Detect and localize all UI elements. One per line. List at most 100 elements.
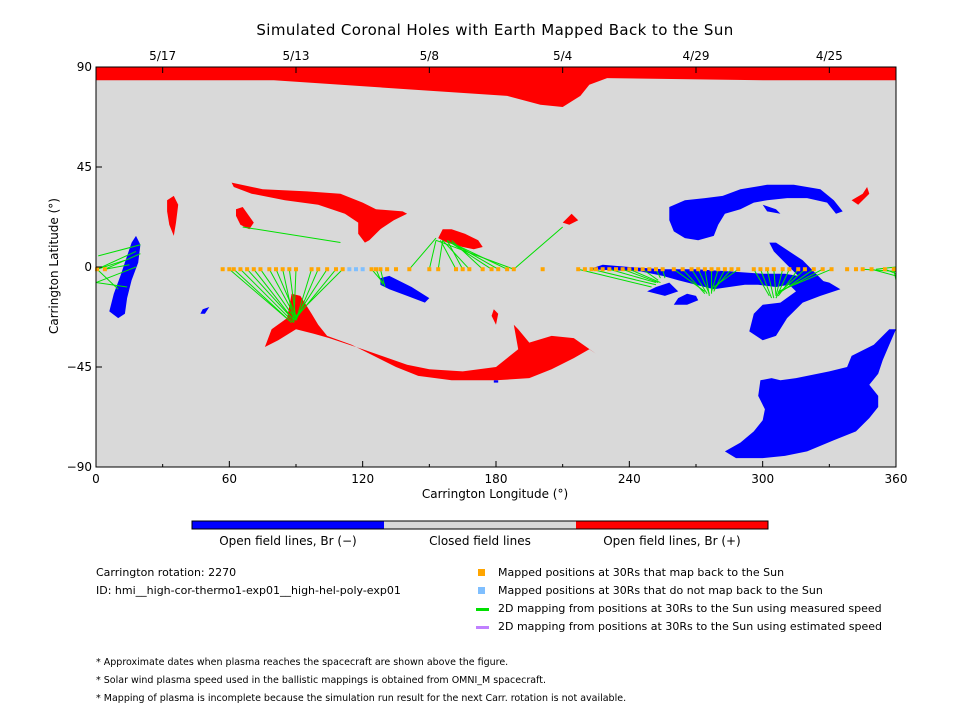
coronal-hole-positive-6 (264, 293, 596, 381)
x-tick-label-4: 240 (617, 472, 641, 486)
measured-mapping-line-28 (408, 237, 437, 270)
colorbar-label-closed: Closed field lines (429, 534, 531, 548)
measured-mapping-line-5 (95, 266, 137, 284)
mapped-point-11 (280, 267, 285, 272)
top-date-label-5: 4/25 (815, 49, 843, 63)
x-tick-label-0: 0 (92, 472, 100, 486)
y-tick-label-4: −90 (66, 460, 92, 474)
mapped-point-47 (647, 267, 652, 272)
mapped-point-52 (689, 267, 694, 272)
mapped-point-50 (671, 267, 676, 272)
note-dates: * Approximate dates when plasma reaches … (96, 657, 509, 668)
coronal-hole-positive-4 (231, 182, 408, 243)
measured-mapping-line-25 (371, 268, 386, 286)
measured-mapping-line-56 (713, 268, 732, 290)
mapped-points-layer (95, 267, 896, 272)
measured-mapping-line-2 (96, 268, 119, 290)
mapped-point-27 (454, 267, 458, 272)
mapped-point-1 (102, 267, 107, 272)
coronal-hole-negative-15 (762, 204, 781, 214)
measured-mapping-line-52 (704, 269, 710, 296)
mapped-point-74 (869, 267, 874, 272)
mapped-point-19 (369, 267, 374, 272)
mapped-point-69 (820, 267, 825, 272)
measured-mapping-line-7 (98, 244, 141, 257)
mapped-point-66 (796, 267, 801, 272)
measured-mapping-line-51 (697, 269, 710, 294)
mapped-point-71 (845, 267, 850, 272)
measured-mapping-line-61 (773, 269, 777, 296)
coronal-hole-negative-14 (669, 184, 843, 241)
measured-mapping-line-60 (766, 269, 775, 299)
mapped-point-53 (696, 267, 701, 272)
mapped-point-0 (95, 267, 100, 272)
mapped-point-13 (294, 267, 298, 272)
measured-mapping-line-41 (591, 268, 657, 286)
measured-mapping-line-58 (753, 268, 770, 297)
y-tick-label-0: 90 (76, 60, 92, 74)
coronal-holes-layer (96, 67, 896, 459)
coronal-hole-positive-5 (236, 207, 254, 230)
mapped-point-7 (251, 267, 256, 272)
unmapped-point-1 (354, 267, 358, 272)
measured-mapping-line-19 (295, 269, 313, 321)
measured-mapping-line-8 (229, 268, 292, 323)
mapped-point-31 (489, 267, 494, 272)
mapped-point-14 (309, 267, 314, 272)
x-tick-label-5: 300 (751, 472, 775, 486)
mapped-point-64 (780, 267, 785, 272)
measured-mapping-line-6 (95, 282, 128, 288)
measured-mapping-line-15 (275, 269, 297, 317)
mapped-point-40 (600, 267, 605, 272)
mapped-point-67 (802, 267, 807, 272)
chart-title: Simulated Coronal Holes with Earth Mappe… (256, 21, 734, 39)
mapped-point-34 (511, 267, 516, 272)
mapped-point-33 (505, 267, 510, 272)
y-tick-label-2: 0 (84, 260, 92, 274)
mapped-point-17 (334, 267, 338, 272)
measured-mapping-line-43 (622, 268, 659, 284)
measured-mapping-line-1 (96, 259, 126, 270)
mapped-point-8 (258, 267, 263, 272)
mapped-point-62 (765, 267, 770, 272)
mapped-point-42 (614, 267, 618, 272)
top-date-label-0: 5/17 (149, 49, 177, 63)
measured-mapping-line-23 (295, 268, 344, 317)
mapped-point-2 (220, 267, 225, 272)
measured-mapping-line-26 (375, 269, 384, 285)
mapped-point-37 (582, 267, 587, 272)
measured-mapping-line-33 (442, 239, 470, 270)
coronal-hole-positive-17 (851, 187, 870, 205)
colorbar-frame (191, 520, 769, 530)
mapped-point-6 (245, 267, 250, 272)
plot-frame (95, 66, 897, 468)
mapped-point-68 (811, 267, 816, 272)
note-incomplete: * Mapping of plasma is incomplete becaus… (96, 693, 627, 704)
measured-mapping-line-0 (96, 250, 137, 270)
mapped-point-21 (378, 267, 383, 272)
mapped-point-59 (736, 267, 741, 272)
measured-mapping-line-54 (711, 269, 719, 292)
coronal-hole-positive-0 (96, 67, 896, 107)
measured-mapping-line-57 (713, 268, 739, 288)
measured-mapping-line-50 (691, 268, 708, 294)
coronal-hole-negative-7 (380, 275, 430, 303)
mapped-point-25 (427, 267, 432, 272)
coronal-hole-positive-9 (491, 309, 499, 325)
measured-mapping-line-36 (451, 242, 499, 270)
mapped-point-70 (829, 267, 834, 272)
y-tick-label-1: 45 (76, 160, 92, 174)
mapped-point-32 (496, 267, 501, 272)
mapped-point-60 (751, 267, 756, 272)
legend-estimated-line (476, 626, 489, 629)
measured-mapping-line-35 (446, 239, 492, 270)
colorbar-label-positive: Open field lines, Br (+) (603, 534, 741, 548)
measured-mapping-line-44 (629, 268, 661, 284)
measured-mapping-line-10 (240, 268, 295, 323)
mapped-point-22 (385, 267, 390, 272)
measured-mapping-line-27 (379, 269, 386, 288)
measured-mapping-line-62 (775, 269, 784, 297)
coronal-hole-negative-19 (493, 380, 499, 383)
measured-mapping-line-21 (293, 268, 328, 321)
measured-mapping-line-29 (428, 240, 437, 270)
